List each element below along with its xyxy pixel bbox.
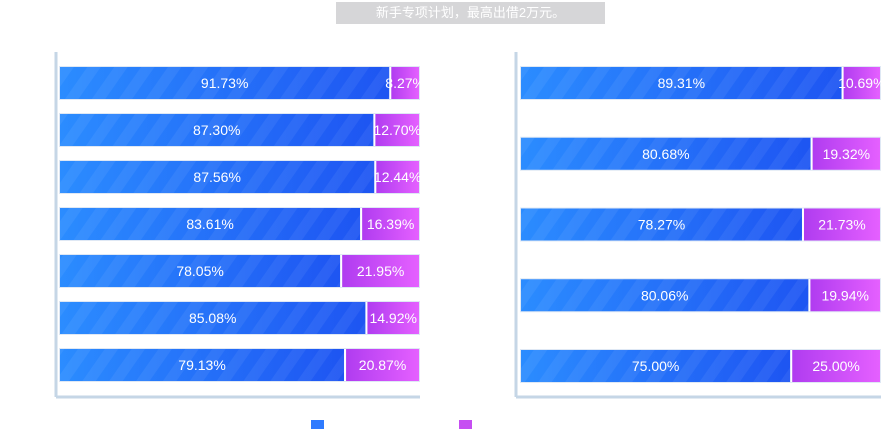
bar-segment-series-1-texture xyxy=(60,161,375,193)
chart-2: 89.31% 10.69% 80.68% 19.32% 78.27% 21.73% 80.0… xyxy=(514,52,881,399)
data-label-series-1: 87.30% xyxy=(193,122,240,138)
bar-separator xyxy=(808,279,811,312)
legend-swatch-series-1 xyxy=(311,420,324,429)
data-label-series-2: 21.73% xyxy=(818,217,865,233)
bar-segment-series-2 xyxy=(367,302,419,334)
bar-separator xyxy=(389,67,392,99)
bar-separator xyxy=(790,350,793,382)
bar-separator xyxy=(340,255,343,287)
bar-segment-series-2 xyxy=(375,114,419,146)
bar-segment-series-2 xyxy=(810,279,880,312)
bar-segment-series-2 xyxy=(812,137,880,170)
data-label-series-2: 19.94% xyxy=(821,287,868,303)
bar-segment-series-2 xyxy=(391,67,419,99)
data-label-series-1: 91.73% xyxy=(201,75,248,91)
data-label-series-2: 19.32% xyxy=(823,146,870,162)
bar-segment-series-1-texture xyxy=(521,67,842,99)
data-label-series-2: 25.00% xyxy=(812,358,859,374)
bar-segment-series-1-texture xyxy=(60,208,361,240)
bar-row: 85.08% 14.92% xyxy=(59,301,420,335)
data-label-series-1: 79.13% xyxy=(178,357,225,373)
data-label-series-1: 80.68% xyxy=(642,146,689,162)
data-label-series-1: 75.00% xyxy=(632,358,679,374)
bar-separator xyxy=(344,349,347,381)
bar-row: 79.13% 20.87% xyxy=(59,348,420,382)
bar-segment-series-1-texture xyxy=(521,350,791,382)
data-label-series-2: 12.70% xyxy=(373,122,420,138)
bar-separator xyxy=(373,114,376,146)
data-label-series-1: 78.27% xyxy=(638,217,685,233)
bar-separator xyxy=(810,137,813,170)
bar-row: 87.56% 12.44% xyxy=(59,160,421,194)
data-label-series-2: 21.95% xyxy=(357,263,404,279)
bar-segment-series-1-texture xyxy=(60,302,366,334)
bar-segment-series-1-texture xyxy=(60,255,341,287)
bar-segment-series-1-texture xyxy=(60,67,390,99)
bar-row: 75.00% 25.00% xyxy=(520,349,881,383)
banner-title: 新手专项计划，最高出借2万元。 xyxy=(336,2,605,24)
data-label-series-1: 87.56% xyxy=(193,169,240,185)
bar-separator xyxy=(801,208,804,241)
data-label-series-2: 12.44% xyxy=(374,169,421,185)
bar-segment-series-2 xyxy=(346,349,419,381)
data-label-series-1: 80.06% xyxy=(641,287,688,303)
data-label-series-1: 85.08% xyxy=(189,310,236,326)
data-label-series-1: 83.61% xyxy=(186,216,233,232)
bar-segment-series-2 xyxy=(362,208,419,240)
legend-swatch-series-2 xyxy=(459,420,472,429)
data-label-series-2: 20.87% xyxy=(359,357,406,373)
bar-row: 83.61% 16.39% xyxy=(59,207,420,241)
bar-separator xyxy=(841,67,844,99)
data-label-series-2: 8.27% xyxy=(385,75,425,91)
data-label-series-1: 78.05% xyxy=(176,263,223,279)
bar-segment-series-1-texture xyxy=(521,137,811,170)
bar-row: 87.30% 12.70% xyxy=(59,113,421,147)
bar-row: 78.05% 21.95% xyxy=(59,254,420,288)
data-label-series-2: 16.39% xyxy=(367,216,414,232)
bar-segment-series-1-texture xyxy=(60,349,345,381)
bar-separator xyxy=(374,161,377,193)
bar-segment-series-1-texture xyxy=(521,208,802,241)
bar-row: 91.73% 8.27% xyxy=(59,66,425,100)
bar-segment-series-1-texture xyxy=(60,114,374,146)
bar-segment-series-2 xyxy=(803,208,880,241)
data-label-series-2: 14.92% xyxy=(369,310,416,326)
bar-segment-series-2 xyxy=(342,255,419,287)
bar-row: 80.68% 19.32% xyxy=(520,136,881,171)
bar-segment-series-2 xyxy=(376,161,419,193)
bar-segment-series-1-texture xyxy=(521,279,809,312)
bar-row: 89.31% 10.69% xyxy=(520,66,881,100)
bar-separator xyxy=(360,208,363,240)
data-label-series-2: 10.69% xyxy=(838,75,881,91)
bar-segment-series-2 xyxy=(843,67,880,99)
bar-segment-series-2 xyxy=(792,350,880,382)
chart-1: 91.73% 8.27% 87.30% 12.70% 87.56% 12.44% 83.61… xyxy=(54,52,425,399)
data-label-series-1: 89.31% xyxy=(658,75,705,91)
bar-separator xyxy=(365,302,368,334)
bar-row: 80.06% 19.94% xyxy=(520,278,881,313)
bar-row: 78.27% 21.73% xyxy=(520,207,881,242)
